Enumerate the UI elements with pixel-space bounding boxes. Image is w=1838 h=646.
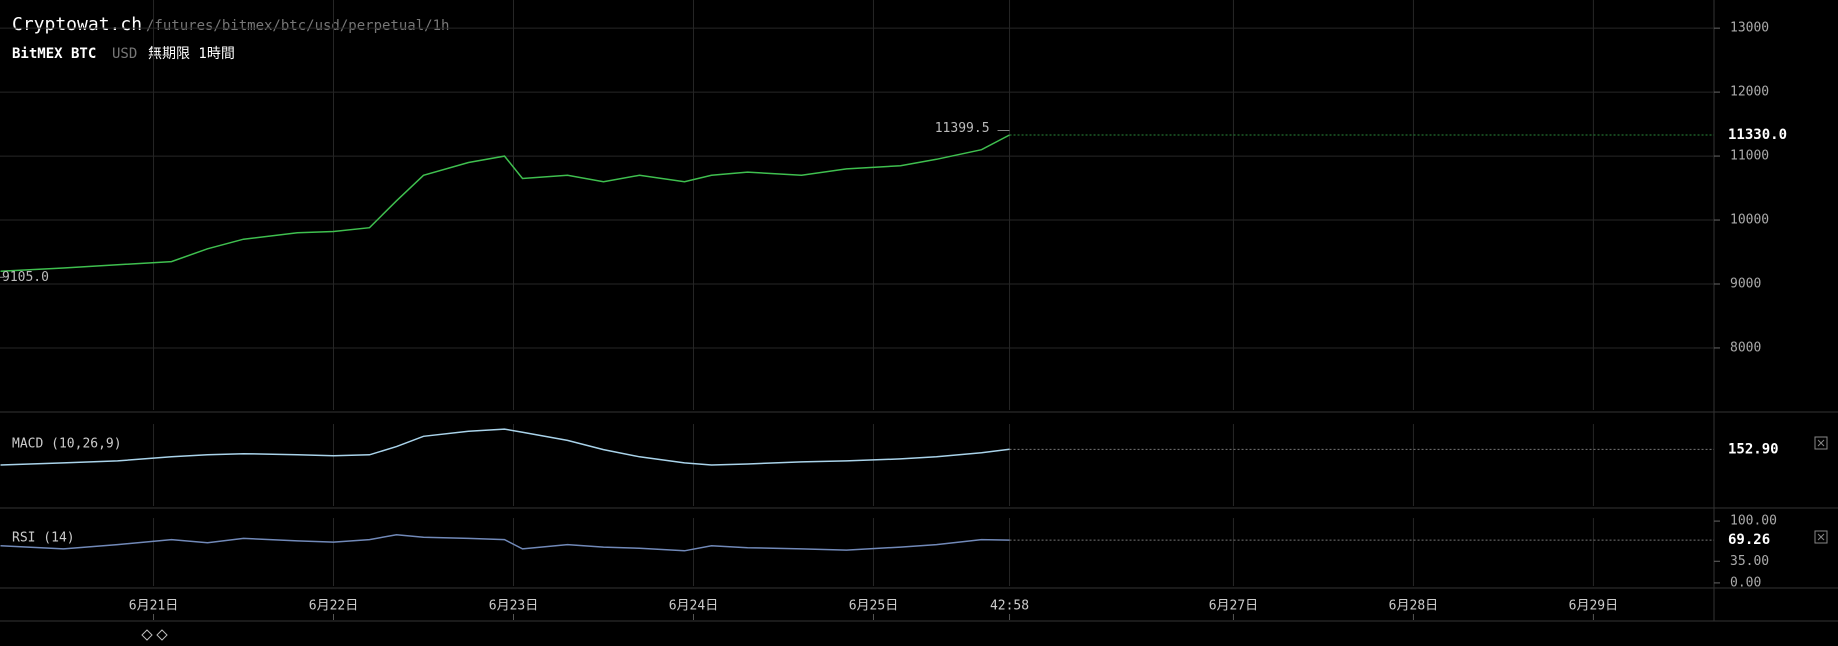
x-tick-label: 6月21日 [129, 599, 178, 614]
low-label: 9105.0 [2, 270, 49, 285]
x-tick-label: 6月22日 [309, 599, 358, 614]
y-tick-label: 13000 [1730, 21, 1769, 36]
y-tick-label: 0.00 [1730, 575, 1761, 590]
quote-currency: USD [112, 46, 137, 62]
y-tick-label: 9000 [1730, 276, 1761, 291]
high-label: 11399.5 [935, 121, 990, 136]
panel-title: RSI (14) [12, 531, 75, 546]
x-tick-label: 6月23日 [489, 599, 538, 614]
market-path: /futures/bitmex/btc/usd/perpetual/1h [146, 18, 449, 34]
period: 無期限 1時間 [148, 46, 235, 62]
y-tick-label: 8000 [1730, 340, 1761, 355]
current-value-label: 69.26 [1728, 532, 1770, 548]
site-name: Cryptowat.ch [12, 14, 142, 35]
drawing-tools[interactable] [141, 629, 168, 641]
y-tick-label: 12000 [1730, 85, 1769, 100]
y-tick-label: 35.00 [1730, 554, 1769, 569]
x-tick-label: 6月24日 [669, 599, 718, 614]
series-line [0, 134, 1010, 272]
panel-title: MACD (10,26,9) [12, 437, 122, 452]
close-button[interactable] [1814, 530, 1828, 544]
market-name: BitMEX BTC [12, 46, 96, 62]
series-line [0, 428, 1010, 466]
close-button[interactable] [1814, 436, 1828, 450]
x-tick-label: 6月28日 [1389, 599, 1438, 614]
y-tick-label: 100.00 [1730, 514, 1777, 529]
series-line [0, 533, 1010, 552]
x-tick-label: 6月25日 [849, 599, 898, 614]
x-tick-label: 6月29日 [1569, 599, 1618, 614]
x-tick-label: 6月27日 [1209, 599, 1258, 614]
current-value-label: 11330.0 [1728, 127, 1787, 143]
current-value-label: 152.90 [1728, 441, 1779, 457]
y-tick-label: 10000 [1730, 213, 1769, 228]
x-tick-label: 42:58 [990, 599, 1029, 614]
y-tick-label: 11000 [1730, 149, 1769, 164]
